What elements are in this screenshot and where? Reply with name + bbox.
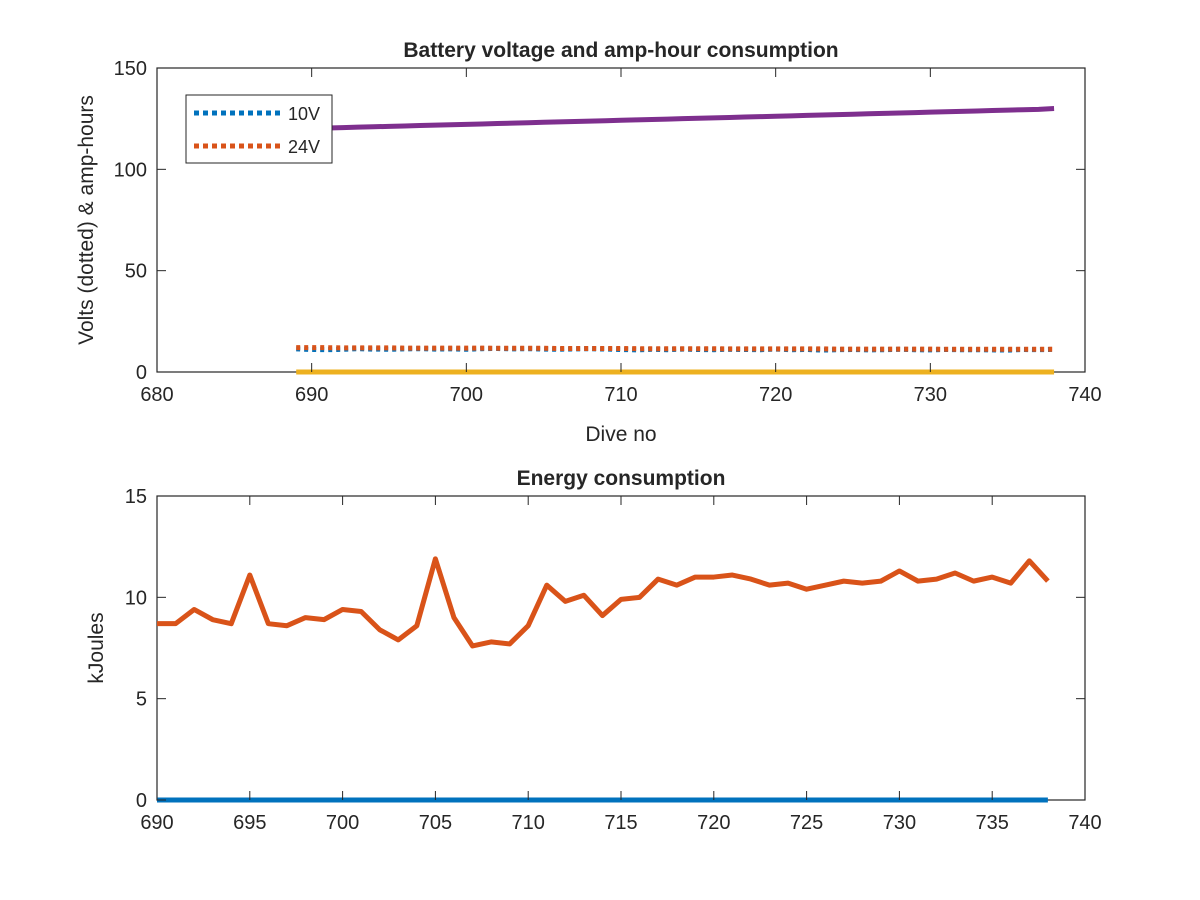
energy-y-axis-label: kJoules [85,612,108,683]
voltage-y-axis-label: Volts (dotted) & amp-hours [75,95,98,345]
energy-x-tick-label: 690 [140,812,173,834]
energy-chart-title: Energy consumption [517,467,726,490]
energy-x-tick-label: 725 [790,812,823,834]
energy-axis-ticks: 690 695 700 705 710 715 720 725 730 735 740 0 5 10 15 [125,486,1102,834]
energy-x-tick-label: 710 [512,812,545,834]
voltage-y-tick-label: 50 [125,261,147,283]
legend: 10V 24V [185,94,333,164]
voltage-series-line-4 [296,106,1055,132]
voltage-y-tick-label: 150 [114,58,147,80]
voltage-x-tick-label: 690 [295,384,328,406]
voltage-x-tick-label: 730 [914,384,947,406]
voltage-x-tick-label: 720 [759,384,792,406]
energy-x-tick-label: 700 [326,812,359,834]
energy-x-tick-label: 705 [419,812,452,834]
voltage-x-tick-label: 700 [450,384,483,406]
energy-x-tick-label: 720 [697,812,730,834]
voltage-y-tick-label: 100 [114,159,147,181]
energy-y-tick-label: 0 [136,790,147,812]
energy-y-tick-label: 5 [136,689,147,711]
voltage-axes: 680 690 700 710 720 730 740 0 50 100 150 Battery v… [75,39,1102,446]
energy-axes: 690 695 700 705 710 715 720 725 730 735 740051015 … [85,467,1102,834]
voltage-x-tick-label: 710 [604,384,637,406]
voltage-x-tick-label: 740 [1068,384,1101,406]
legend-box [185,94,333,164]
voltage-x-tick-label: 680 [140,384,173,406]
energy-y-tick-label: 10 [125,587,147,609]
voltage-chart-title: Battery voltage and amp-hour consumption [403,39,838,62]
voltage-x-axis-label: Dive no [585,423,656,446]
energy-plot-area [156,495,1086,801]
energy-x-tick-label: 715 [604,812,637,834]
legend-label-24v: 24V [288,137,320,157]
energy-x-tick-label: 735 [976,812,1009,834]
voltage-y-tick-label: 0 [136,362,147,384]
energy-series-line-2 [157,556,1050,649]
voltage-series-line-24v [296,345,1055,352]
energy-x-tick-label: 740 [1068,812,1101,834]
energy-x-tick-label: 730 [883,812,916,834]
energy-x-tick-label: 695 [233,812,266,834]
voltage-series-lines [296,106,1055,375]
voltage-axis-ticks: 680 690 700 710 720 730 740 0 50 100 150 [114,58,1102,406]
energy-y-tick-label: 15 [125,486,147,508]
legend-label-10v: 10V [288,104,320,124]
